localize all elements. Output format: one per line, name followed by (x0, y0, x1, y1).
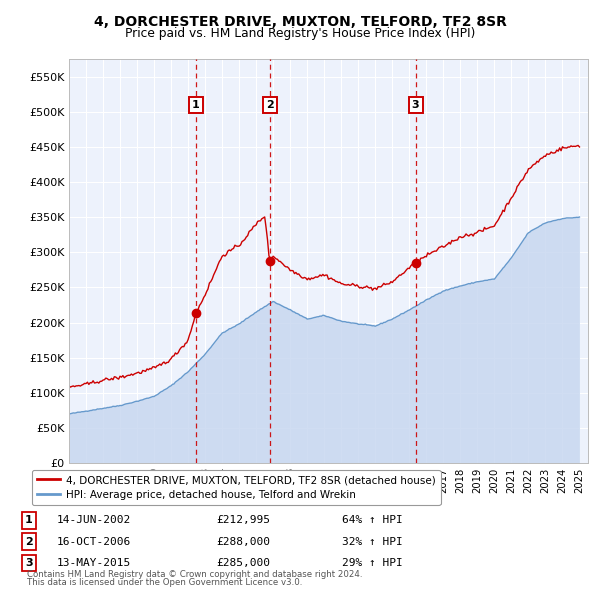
Text: 32% ↑ HPI: 32% ↑ HPI (342, 537, 403, 546)
Text: Contains HM Land Registry data © Crown copyright and database right 2024.: Contains HM Land Registry data © Crown c… (27, 571, 362, 579)
Text: This data is licensed under the Open Government Licence v3.0.: This data is licensed under the Open Gov… (27, 578, 302, 587)
Text: £288,000: £288,000 (216, 537, 270, 546)
Text: 3: 3 (25, 558, 32, 568)
Text: 1: 1 (192, 100, 200, 110)
Text: £285,000: £285,000 (216, 558, 270, 568)
Text: 3: 3 (412, 100, 419, 110)
Text: 2: 2 (266, 100, 274, 110)
Text: 13-MAY-2015: 13-MAY-2015 (57, 558, 131, 568)
Text: 64% ↑ HPI: 64% ↑ HPI (342, 516, 403, 525)
Text: 16-OCT-2006: 16-OCT-2006 (57, 537, 131, 546)
Text: 2: 2 (25, 537, 32, 546)
Text: £212,995: £212,995 (216, 516, 270, 525)
Text: 29% ↑ HPI: 29% ↑ HPI (342, 558, 403, 568)
Legend: 4, DORCHESTER DRIVE, MUXTON, TELFORD, TF2 8SR (detached house), HPI: Average pri: 4, DORCHESTER DRIVE, MUXTON, TELFORD, TF… (32, 470, 440, 505)
Text: 14-JUN-2002: 14-JUN-2002 (57, 516, 131, 525)
Text: 4, DORCHESTER DRIVE, MUXTON, TELFORD, TF2 8SR: 4, DORCHESTER DRIVE, MUXTON, TELFORD, TF… (94, 15, 506, 29)
Text: Price paid vs. HM Land Registry's House Price Index (HPI): Price paid vs. HM Land Registry's House … (125, 27, 475, 40)
Text: 1: 1 (25, 516, 32, 525)
